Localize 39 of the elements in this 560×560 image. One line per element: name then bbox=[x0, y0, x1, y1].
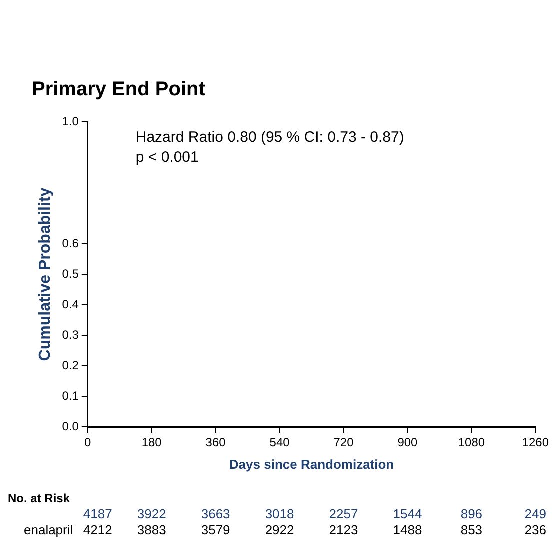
y-axis-title: Cumulative Probability bbox=[37, 188, 54, 362]
x-axis-title: Days since Randomization bbox=[229, 456, 394, 472]
y-tick-label: 0.2 bbox=[62, 358, 80, 372]
x-tick-label: 1260 bbox=[522, 436, 550, 450]
x-tick-label: 540 bbox=[270, 436, 290, 450]
y-tick-label: 0.6 bbox=[62, 236, 80, 250]
text: 896 bbox=[460, 506, 483, 522]
text: 3922 bbox=[137, 506, 166, 522]
text: 853 bbox=[460, 522, 483, 538]
text: 236 bbox=[524, 522, 547, 538]
text: 1544 bbox=[393, 506, 422, 522]
text: 3883 bbox=[137, 522, 166, 538]
text: 4212 bbox=[83, 522, 112, 538]
text: 4187 bbox=[83, 506, 112, 522]
text: 3663 bbox=[201, 506, 230, 522]
y-tick-label: 0.3 bbox=[62, 328, 80, 342]
text: 2257 bbox=[329, 506, 358, 522]
text: 2123 bbox=[329, 522, 358, 538]
y-tick-label: 0.5 bbox=[62, 266, 80, 281]
text: 1488 bbox=[393, 522, 422, 538]
x-tick-label: 180 bbox=[142, 436, 162, 450]
y-tick-label: 0.1 bbox=[62, 388, 80, 403]
y-tick-label: 0.0 bbox=[62, 419, 80, 434]
text: 2922 bbox=[265, 522, 294, 538]
x-tick-label: 720 bbox=[334, 436, 354, 450]
annotation: p < 0.001 bbox=[136, 149, 199, 166]
x-tick-label: 360 bbox=[206, 436, 226, 450]
text: No. at Risk bbox=[8, 491, 70, 506]
annotation: Hazard Ratio 0.80 (95 % CI: 0.73 - 0.87) bbox=[136, 129, 404, 146]
text: enalapril bbox=[24, 522, 74, 538]
text: 249 bbox=[524, 506, 547, 522]
text: 3579 bbox=[201, 522, 230, 538]
y-tick-label: 0.4 bbox=[62, 297, 80, 312]
text: 3018 bbox=[265, 506, 294, 522]
x-tick-label: 900 bbox=[398, 436, 418, 450]
x-tick-label: 1080 bbox=[458, 436, 486, 450]
chart-title: Primary End Point bbox=[32, 78, 206, 101]
x-tick-label: 0 bbox=[84, 436, 92, 450]
y-tick-label: 1.0 bbox=[62, 114, 80, 128]
